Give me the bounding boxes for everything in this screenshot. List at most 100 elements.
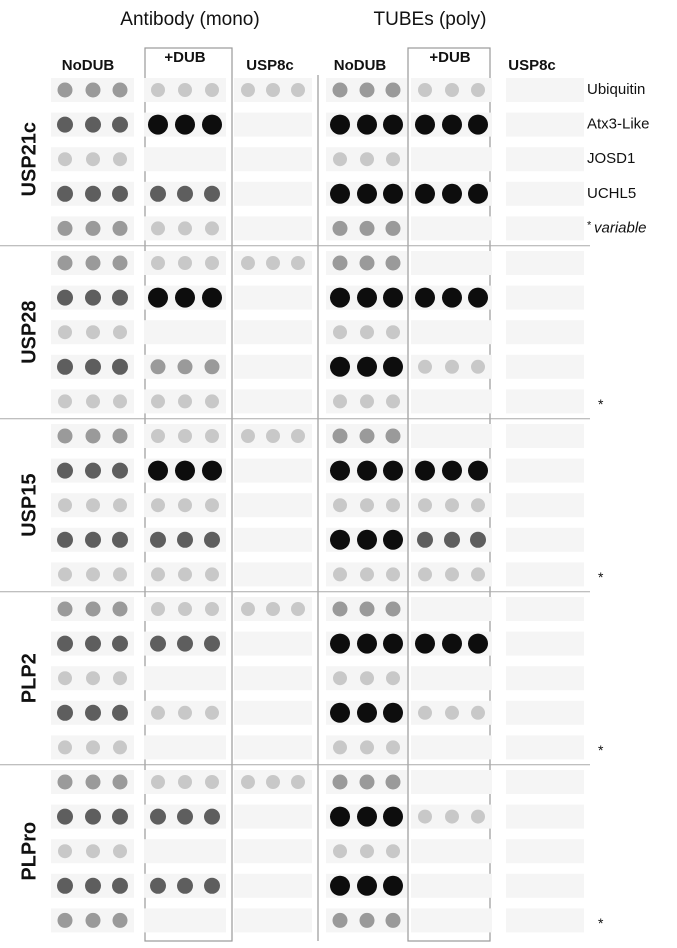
- blot-dot: [151, 394, 165, 408]
- blot-dot: [178, 775, 192, 789]
- blot-background: [506, 770, 584, 794]
- blot-dot: [360, 844, 374, 858]
- blot-dot: [85, 359, 101, 375]
- blot-dot: [386, 775, 401, 790]
- blot-dot: [241, 83, 255, 97]
- blot-dot: [178, 567, 192, 581]
- blot-dot: [360, 429, 375, 444]
- blot-dot: [175, 288, 195, 308]
- blot-dot: [58, 221, 73, 236]
- blot-dot: [151, 359, 166, 374]
- blot-dot: [205, 256, 219, 270]
- blot-background: [506, 78, 584, 102]
- blot-dot: [241, 256, 255, 270]
- blot-dot: [386, 429, 401, 444]
- blot-dot: [471, 360, 485, 374]
- blot-dot: [112, 290, 128, 306]
- blot-dot: [86, 256, 101, 271]
- blot-background: [234, 805, 312, 829]
- blot-dot: [150, 809, 166, 825]
- blot-dot: [291, 83, 305, 97]
- blot-dot: [445, 810, 459, 824]
- blot-dot: [86, 775, 101, 790]
- blot-background: [506, 666, 584, 690]
- blot-dot: [386, 913, 401, 928]
- group-label: USP21c: [18, 122, 40, 197]
- blot-dot: [266, 602, 280, 616]
- blot-dot: [202, 461, 222, 481]
- blot-dot: [357, 876, 377, 896]
- blot-dot: [291, 256, 305, 270]
- blot-dot: [357, 703, 377, 723]
- blot-background: [234, 459, 312, 483]
- blot-dot: [58, 844, 72, 858]
- blot-dot: [178, 706, 192, 720]
- blot-dot: [266, 256, 280, 270]
- column-label: NoDUB: [334, 57, 387, 74]
- blot-dot: [57, 186, 73, 202]
- blot-dot: [415, 115, 435, 135]
- blot-dot: [471, 567, 485, 581]
- blot-dot: [330, 807, 350, 827]
- blot-dot: [58, 83, 73, 98]
- blot-background: [234, 632, 312, 656]
- substrate-label: UCHL5: [587, 185, 636, 202]
- blot-background: [411, 839, 492, 863]
- blot-background: [506, 355, 584, 379]
- blot-dot: [113, 394, 127, 408]
- blot-dot: [57, 359, 73, 375]
- blot-dot: [204, 532, 220, 548]
- blot-background: [411, 770, 492, 794]
- blot-background: [234, 389, 312, 413]
- blot-dot: [58, 498, 72, 512]
- blot-dot: [205, 429, 219, 443]
- variable-asterisk: *: [598, 915, 604, 931]
- blot-dot: [417, 532, 433, 548]
- blot-dot: [58, 671, 72, 685]
- blot-dot: [204, 878, 220, 894]
- header-tubes: TUBEs (poly): [374, 9, 487, 30]
- blot-dot: [386, 221, 401, 236]
- blot-dot: [442, 288, 462, 308]
- blot-dot: [178, 256, 192, 270]
- blot-dot: [360, 394, 374, 408]
- blot-background: [506, 182, 584, 206]
- blot-dot: [151, 775, 165, 789]
- blot-background: [506, 908, 584, 932]
- blot-background: [506, 286, 584, 310]
- group-label: USP15: [18, 474, 40, 537]
- blot-dot: [205, 394, 219, 408]
- variable-asterisk: *: [598, 569, 604, 585]
- blot-dot: [418, 498, 432, 512]
- column-label: USP8c: [508, 57, 556, 74]
- blot-dot: [415, 461, 435, 481]
- blot-background: [506, 874, 584, 898]
- blot-dot: [357, 461, 377, 481]
- blot-dot: [471, 810, 485, 824]
- blot-dot: [85, 186, 101, 202]
- blot-background: [234, 701, 312, 725]
- blot-dot: [357, 288, 377, 308]
- blot-background: [506, 320, 584, 344]
- blot-dot: [151, 429, 165, 443]
- blot-dot: [418, 567, 432, 581]
- blot-dot: [86, 602, 101, 617]
- blot-dot: [357, 115, 377, 135]
- blot-dot: [112, 117, 128, 133]
- column-label: USP8c: [246, 57, 294, 74]
- blot-dot: [333, 256, 348, 271]
- blot-dot: [58, 256, 73, 271]
- blot-dot: [383, 530, 403, 550]
- blot-dot: [113, 913, 128, 928]
- blot-dot: [333, 602, 348, 617]
- blot-dot: [58, 325, 72, 339]
- blot-dot: [333, 152, 347, 166]
- blot-dot: [357, 634, 377, 654]
- blot-background: [506, 597, 584, 621]
- blot-background: [234, 216, 312, 240]
- blot-dot: [241, 429, 255, 443]
- blot-dot: [383, 357, 403, 377]
- blot-dot: [112, 636, 128, 652]
- blot-dot: [86, 325, 100, 339]
- blot-dot: [151, 567, 165, 581]
